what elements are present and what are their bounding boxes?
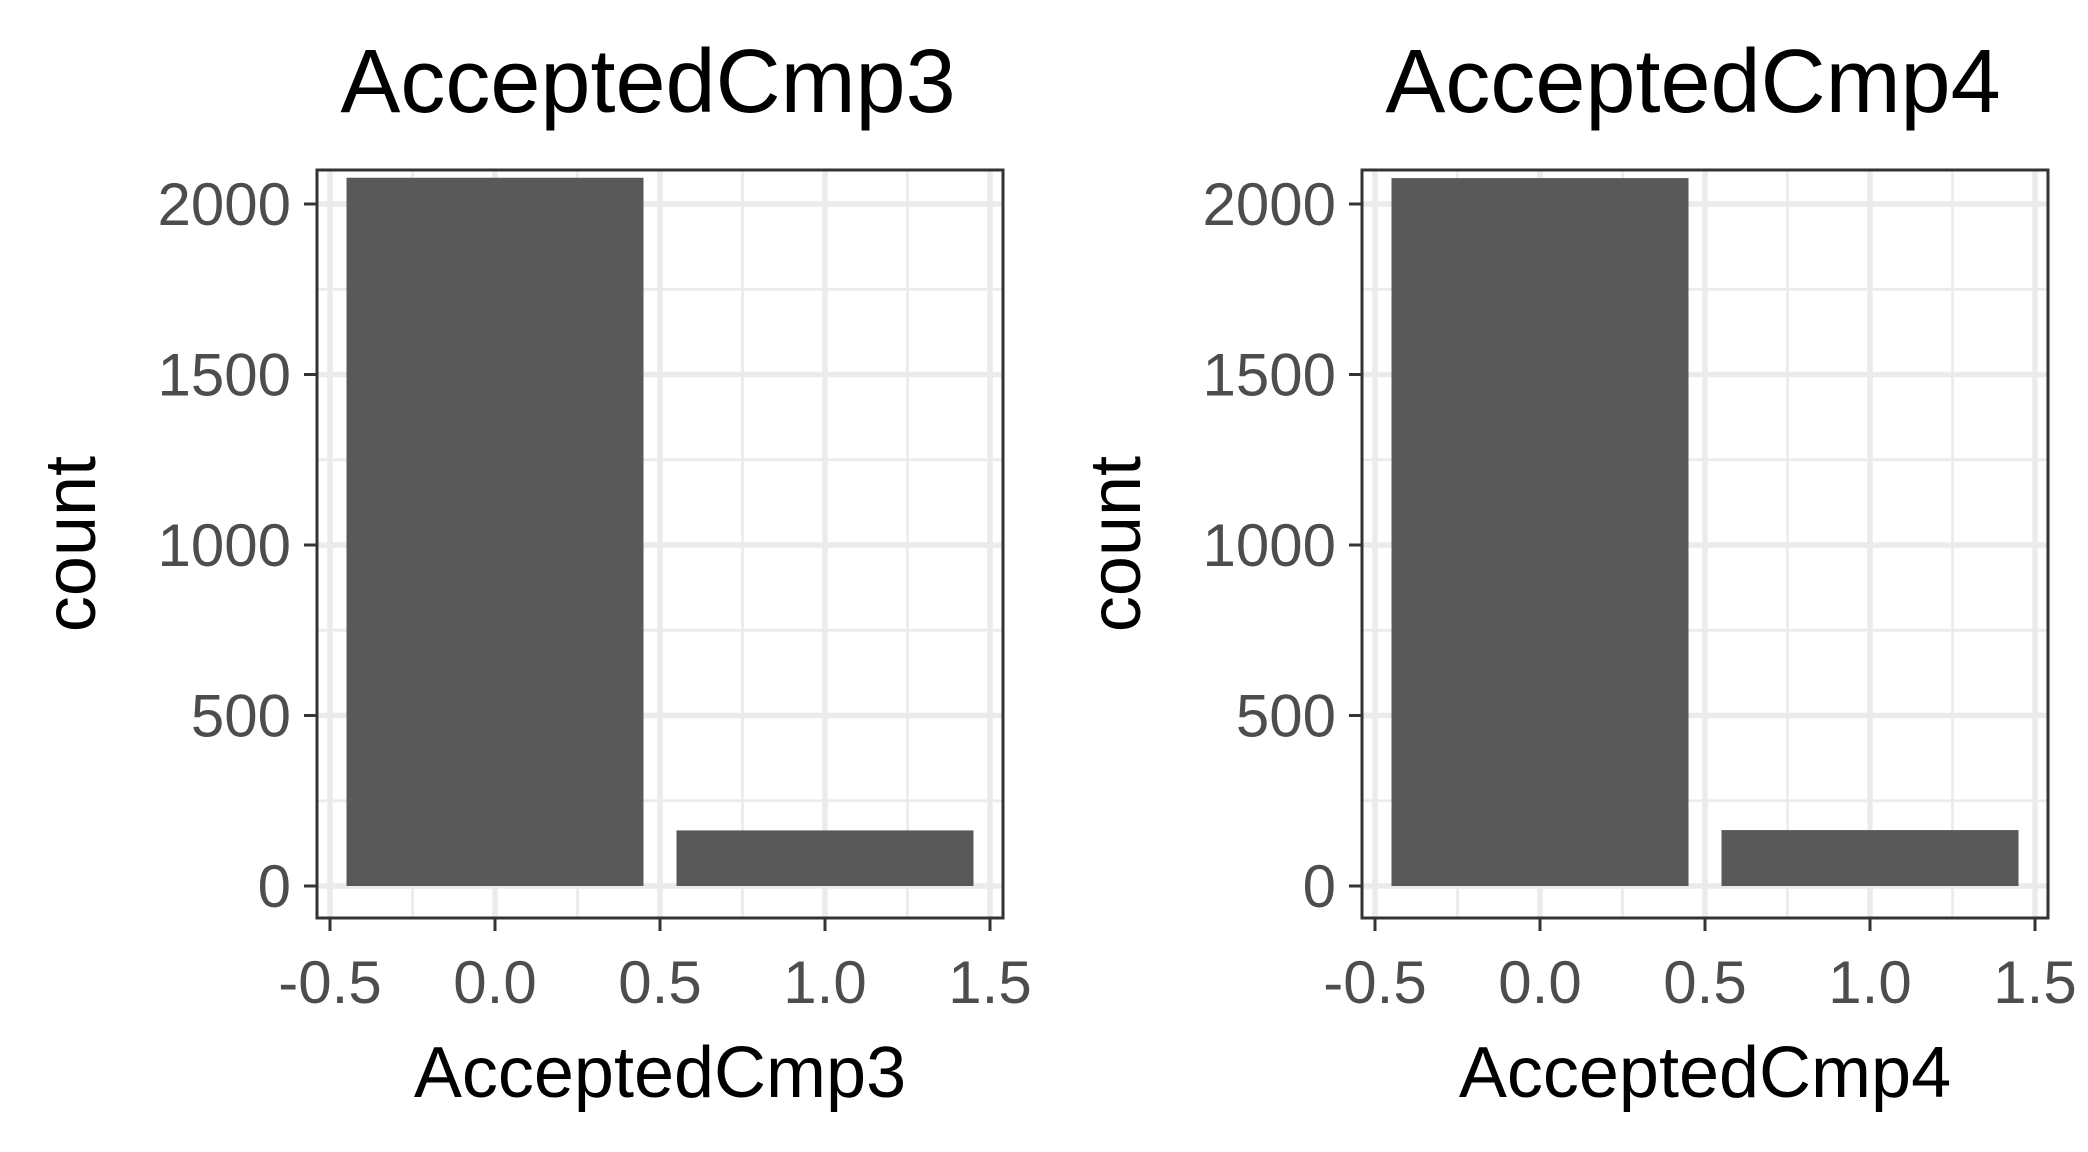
bar-1 bbox=[676, 830, 974, 886]
chart-title: AcceptedCmp3 bbox=[340, 32, 955, 132]
y-tick-label: 1500 bbox=[1203, 342, 1336, 409]
x-axis-title: AcceptedCmp3 bbox=[414, 1033, 906, 1113]
x-axis-title: AcceptedCmp4 bbox=[1459, 1033, 1951, 1113]
y-tick-label: 1000 bbox=[158, 512, 291, 579]
y-tick-label: 0 bbox=[258, 853, 291, 920]
x-tick-label: 1.5 bbox=[1993, 949, 2076, 1016]
y-tick-label: 1500 bbox=[158, 342, 291, 409]
y-tick-label: 0 bbox=[1303, 853, 1336, 920]
x-tick-label: -0.5 bbox=[278, 949, 381, 1016]
x-tick-label: 0.5 bbox=[1663, 949, 1746, 1016]
y-tick-label: 500 bbox=[191, 683, 291, 750]
x-tick-label: 0.0 bbox=[1498, 949, 1581, 1016]
x-tick-label: 0.5 bbox=[618, 949, 701, 1016]
y-tick-label: 2000 bbox=[1203, 171, 1336, 238]
x-tick-label: 1.0 bbox=[783, 949, 866, 1016]
y-tick-label: 1000 bbox=[1203, 512, 1336, 579]
chart-title: AcceptedCmp4 bbox=[1385, 32, 2000, 132]
y-axis-title: count bbox=[31, 456, 111, 632]
y-axis-title: count bbox=[1076, 456, 1156, 632]
x-tick-label: 1.5 bbox=[948, 949, 1031, 1016]
x-tick-label: 1.0 bbox=[1828, 949, 1911, 1016]
chart-panel-2: AcceptedCmp4 -0.5 0.0 0.5 1.0 1.5 0 500 1000 1500… bbox=[1076, 32, 2077, 1113]
y-tick-label: 2000 bbox=[158, 171, 291, 238]
chart-panel-1: AcceptedCmp3 -0.5 0.0 0.5 1.0 1.5 0 500 1000 1500… bbox=[31, 32, 1032, 1113]
bar-0 bbox=[1391, 178, 1689, 887]
y-tick-label: 500 bbox=[1236, 683, 1336, 750]
x-tick-label: 0.0 bbox=[453, 949, 536, 1016]
bar-1 bbox=[1721, 830, 2019, 886]
x-tick-label: -0.5 bbox=[1323, 949, 1426, 1016]
bar-0 bbox=[346, 177, 644, 887]
